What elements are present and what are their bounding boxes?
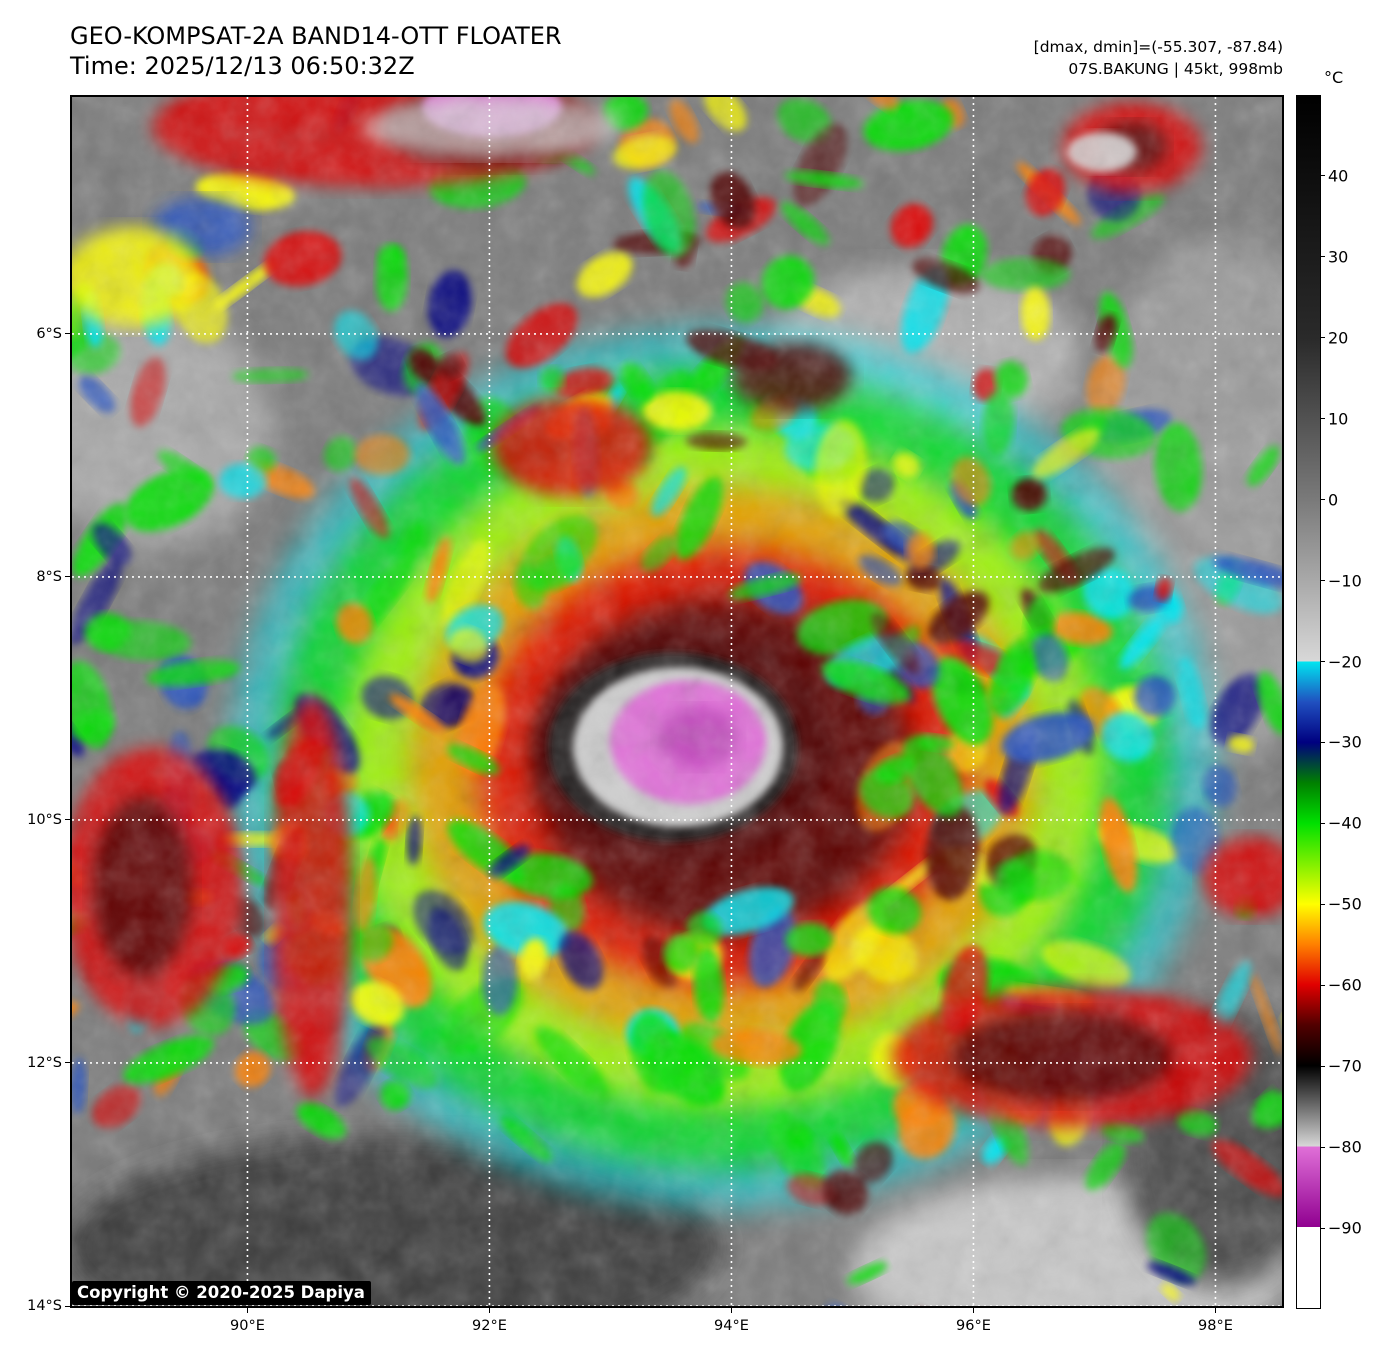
colorbar-tick-label: −10 <box>1328 571 1362 591</box>
lon-tick <box>488 1308 490 1313</box>
figure-time: Time: 2025/12/13 06:50:32Z <box>70 52 415 80</box>
colorbar-tick <box>1321 175 1325 177</box>
lat-lon-grid <box>72 97 1282 1306</box>
colorbar-tick <box>1321 903 1325 905</box>
colorbar-tick-label: 20 <box>1328 328 1349 348</box>
colorbar-tick <box>1321 1227 1325 1229</box>
colorbar-tick <box>1321 337 1325 339</box>
lat-tick <box>65 333 70 335</box>
colorbar <box>1296 95 1321 1309</box>
colorbar-tick-label: 30 <box>1328 247 1349 267</box>
storm-info: 07S.BAKUNG | 45kt, 998mb <box>1068 60 1283 78</box>
temperature-range-info: [dmax, dmin]=(-55.307, -87.84) <box>1033 38 1283 56</box>
colorbar-tick-label: 10 <box>1328 409 1349 429</box>
lon-tick <box>730 1308 732 1313</box>
colorbar-tick <box>1321 499 1325 501</box>
colorbar-tick-label: −50 <box>1328 894 1362 914</box>
lon-label: 94°E <box>714 1318 749 1334</box>
colorbar-tick-label: 40 <box>1328 166 1349 186</box>
copyright-label: Copyright © 2020-2025 Dapiya <box>72 1281 371 1305</box>
colorbar-tick <box>1321 741 1325 743</box>
lon-tick <box>246 1308 248 1313</box>
colorbar-tick <box>1321 984 1325 986</box>
lat-tick <box>65 1305 70 1307</box>
texture-overlay <box>72 97 1282 1306</box>
colorbar-tick <box>1321 418 1325 420</box>
colorbar-tick-label: 0 <box>1328 490 1339 510</box>
colorbar-tick <box>1321 580 1325 582</box>
lon-tick <box>972 1308 974 1313</box>
satellite-ir-map[interactable] <box>70 95 1284 1308</box>
colorbar-tick <box>1321 822 1325 824</box>
colorbar-tick <box>1321 256 1325 258</box>
lat-label: 6°S <box>36 325 62 342</box>
lat-tick <box>65 576 70 578</box>
colorbar-tick-label: −40 <box>1328 813 1362 833</box>
colorbar-tick-label: −70 <box>1328 1056 1362 1076</box>
figure-title: GEO-KOMPSAT-2A BAND14-OTT FLOATER <box>70 22 562 50</box>
colorbar-tick-label: −90 <box>1328 1218 1362 1238</box>
ir-imagery <box>72 97 1282 1306</box>
lat-label: 14°S <box>27 1298 62 1314</box>
lat-tick <box>65 819 70 821</box>
lat-tick <box>65 1062 70 1064</box>
colorbar-tick <box>1321 1146 1325 1148</box>
lon-label: 90°E <box>230 1318 265 1334</box>
lat-label: 10°S <box>27 811 62 828</box>
colorbar-tick-label: −30 <box>1328 732 1362 752</box>
lon-label: 96°E <box>956 1318 991 1334</box>
lat-label: 12°S <box>27 1054 62 1071</box>
colorbar-tick <box>1321 661 1325 663</box>
colorbar-unit: °C <box>1324 68 1344 87</box>
lon-tick <box>1214 1308 1216 1313</box>
colorbar-tick-label: −60 <box>1328 975 1362 995</box>
lon-label: 92°E <box>472 1318 507 1334</box>
colorbar-tick-label: −20 <box>1328 652 1362 672</box>
lon-label: 98°E <box>1198 1318 1233 1334</box>
colorbar-tick-label: −80 <box>1328 1137 1362 1157</box>
colorbar-tick <box>1321 1065 1325 1067</box>
lat-label: 8°S <box>36 568 62 585</box>
